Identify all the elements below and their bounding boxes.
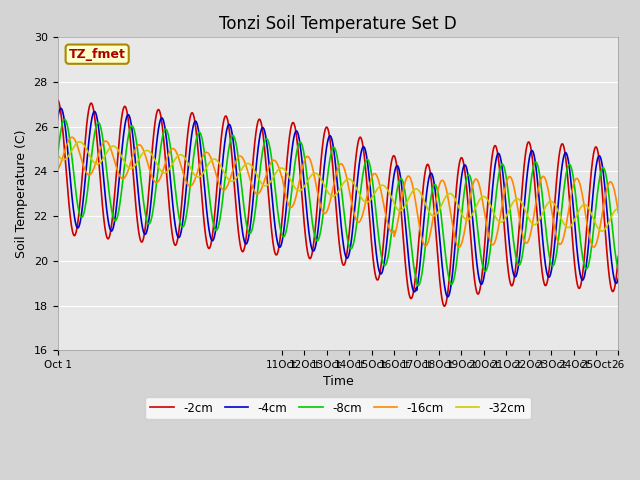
-4cm xyxy=(444,294,452,300)
Line: -32cm: -32cm xyxy=(58,142,618,231)
-2cm xyxy=(440,303,448,309)
-8cm xyxy=(61,117,68,122)
-16cm xyxy=(455,244,463,250)
Title: Tonzi Soil Temperature Set D: Tonzi Soil Temperature Set D xyxy=(219,15,457,33)
-4cm xyxy=(614,275,622,281)
-32cm xyxy=(269,175,276,181)
-4cm xyxy=(543,272,551,277)
-2cm xyxy=(54,97,61,103)
-8cm xyxy=(118,187,125,193)
-32cm xyxy=(118,154,125,159)
-2cm xyxy=(543,279,551,285)
-32cm xyxy=(598,228,605,234)
-32cm xyxy=(604,222,612,228)
-16cm xyxy=(604,183,612,189)
-2cm xyxy=(614,253,622,259)
-8cm xyxy=(54,153,61,159)
Legend: -2cm, -4cm, -8cm, -16cm, -32cm: -2cm, -4cm, -8cm, -16cm, -32cm xyxy=(145,397,531,419)
-4cm xyxy=(151,157,159,163)
-16cm xyxy=(293,189,301,195)
-2cm xyxy=(269,237,276,242)
-4cm xyxy=(118,150,125,156)
-4cm xyxy=(54,116,61,122)
-8cm xyxy=(415,283,422,288)
-32cm xyxy=(614,205,622,211)
-4cm xyxy=(57,106,65,111)
-16cm xyxy=(543,183,551,189)
Y-axis label: Soil Temperature (C): Soil Temperature (C) xyxy=(15,130,28,258)
-2cm xyxy=(151,122,159,128)
Line: -2cm: -2cm xyxy=(58,100,618,306)
-4cm xyxy=(269,202,276,207)
Line: -4cm: -4cm xyxy=(58,108,618,297)
Text: TZ_fmet: TZ_fmet xyxy=(68,48,125,60)
-8cm xyxy=(151,193,159,199)
-2cm xyxy=(604,257,611,263)
X-axis label: Time: Time xyxy=(323,375,353,388)
-16cm xyxy=(151,179,159,185)
-16cm xyxy=(118,175,125,181)
-8cm xyxy=(269,165,276,171)
-2cm xyxy=(293,136,301,142)
-4cm xyxy=(604,216,612,222)
Line: -16cm: -16cm xyxy=(58,137,618,247)
-32cm xyxy=(151,157,159,163)
-8cm xyxy=(543,240,551,245)
-16cm xyxy=(54,167,61,173)
-32cm xyxy=(293,187,301,193)
-8cm xyxy=(293,147,301,153)
-32cm xyxy=(76,139,83,145)
-16cm xyxy=(614,210,622,216)
-16cm xyxy=(269,157,276,163)
-4cm xyxy=(293,129,301,134)
-16cm xyxy=(68,134,76,140)
-8cm xyxy=(604,183,612,189)
-32cm xyxy=(543,202,551,207)
Line: -8cm: -8cm xyxy=(58,120,618,286)
-8cm xyxy=(614,267,622,273)
-2cm xyxy=(118,116,125,121)
-32cm xyxy=(54,151,61,157)
